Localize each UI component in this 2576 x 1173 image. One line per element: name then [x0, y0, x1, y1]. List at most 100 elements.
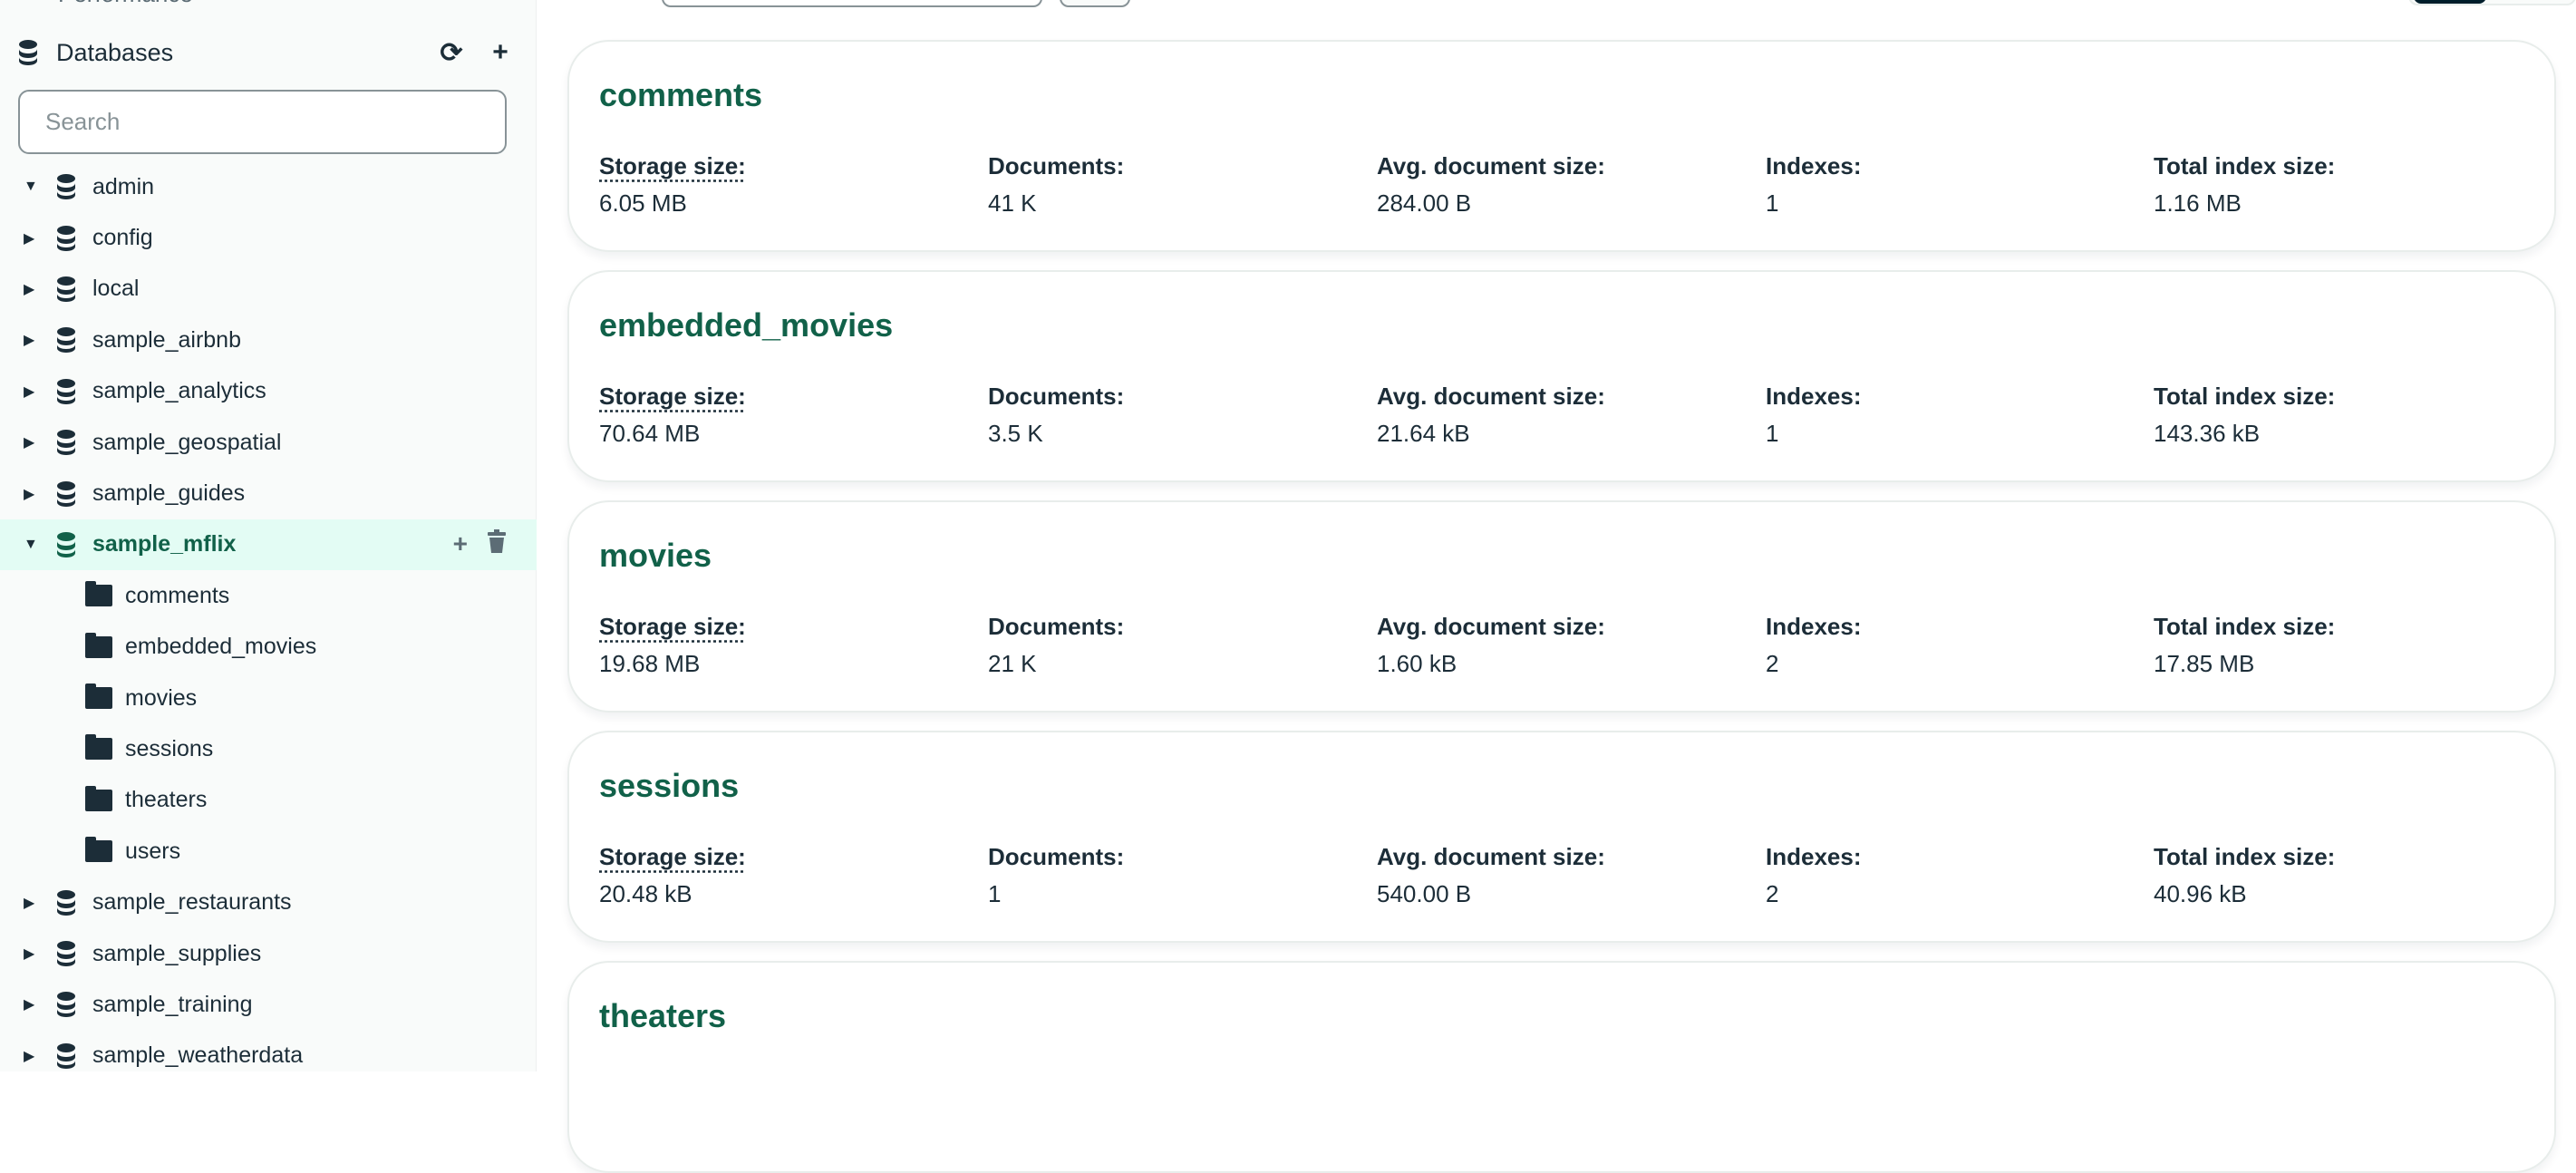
database-name: sample_training: [92, 992, 253, 1018]
sidebar-database-item[interactable]: ▶ config: [0, 212, 537, 263]
sidebar-database-item[interactable]: ▶ sample_weatherdata: [0, 1031, 537, 1081]
filter-input[interactable]: [662, 0, 1042, 7]
stat-storage: Storage size: 6.05 MB: [599, 152, 746, 218]
caret-right-icon[interactable]: ▶: [24, 331, 42, 349]
stat-value: 2: [1766, 880, 1778, 907]
stat-value: 1: [1766, 420, 1778, 447]
view-toggle-active[interactable]: [2414, 0, 2486, 4]
stat-label: Documents:: [988, 383, 1124, 411]
stat-label: Indexes:: [1766, 613, 1862, 641]
sidebar-database-item[interactable]: ▼ admin: [0, 161, 537, 212]
collection-card[interactable]: embedded_movies Storage size: 70.64 MB D…: [567, 270, 2556, 482]
collection-title[interactable]: movies: [599, 537, 712, 575]
stat-value: 21 K: [988, 650, 1037, 677]
main-content: comments Storage size: 6.05 MB Documents…: [537, 0, 2576, 1071]
collection-card[interactable]: comments Storage size: 6.05 MB Documents…: [567, 40, 2556, 252]
stat-value: 1.60 kB: [1377, 650, 1457, 677]
sidebar-database-item[interactable]: ▶ local: [0, 264, 537, 315]
database-icon: [54, 890, 78, 916]
caret-right-icon[interactable]: ▶: [24, 995, 42, 1013]
collection-card[interactable]: theaters: [567, 961, 2556, 1173]
folder-icon: [85, 790, 112, 811]
sidebar-collection-item[interactable]: embedded_movies: [0, 622, 537, 673]
stat-label: Avg. document size:: [1377, 843, 1605, 871]
folder-icon: [85, 585, 112, 606]
collection-title[interactable]: comments: [599, 76, 762, 114]
databases-header: Databases ⟳ +: [18, 34, 518, 71]
caret-right-icon[interactable]: ▶: [24, 383, 42, 401]
stat-total-index: Total index size: 40.96 kB: [2154, 843, 2335, 908]
toolbar-button[interactable]: [1060, 0, 1130, 7]
database-name: admin: [92, 174, 154, 200]
database-icon: [54, 379, 78, 404]
sidebar-database-item[interactable]: ▶ sample_supplies: [0, 928, 537, 979]
stat-label: Avg. document size:: [1377, 383, 1605, 411]
sidebar-collection-item[interactable]: movies: [0, 673, 537, 723]
caret-down-icon[interactable]: ▼: [24, 537, 42, 553]
sidebar-database-item[interactable]: ▶ sample_geospatial: [0, 417, 537, 468]
collection-card[interactable]: movies Storage size: 19.68 MB Documents:…: [567, 500, 2556, 713]
caret-right-icon[interactable]: ▶: [24, 894, 42, 912]
folder-icon: [85, 636, 112, 658]
collection-card[interactable]: sessions Storage size: 20.48 kB Document…: [567, 731, 2556, 943]
sidebar-collection-item[interactable]: users: [0, 826, 537, 877]
refresh-icon[interactable]: ⟳: [433, 34, 470, 71]
stat-value: 540.00 B: [1377, 880, 1471, 907]
stat-label: Documents:: [988, 843, 1124, 871]
collection-name: comments: [125, 583, 229, 609]
add-database-button[interactable]: +: [482, 34, 518, 71]
stat-avg: Avg. document size: 1.60 kB: [1377, 613, 1605, 678]
stat-value: 1.16 MB: [2154, 189, 2242, 217]
database-name: sample_mflix: [92, 531, 236, 557]
sidebar-database-item[interactable]: ▶ sample_guides: [0, 468, 537, 519]
sidebar-database-item[interactable]: ▼ sample_mflix +: [0, 519, 537, 570]
collection-title[interactable]: sessions: [599, 767, 739, 805]
stat-label: Indexes:: [1766, 152, 1862, 180]
sidebar-collection-item[interactable]: theaters: [0, 775, 537, 826]
stat-indexes: Indexes: 2: [1766, 843, 1862, 908]
sidebar-database-item[interactable]: ▶ sample_restaurants: [0, 877, 537, 927]
sidebar-database-item[interactable]: ▶ sample_training: [0, 979, 537, 1030]
collection-name: movies: [125, 685, 197, 712]
stat-value: 20.48 kB: [599, 880, 692, 907]
database-icon: [54, 430, 78, 455]
database-name: sample_supplies: [92, 941, 261, 967]
caret-right-icon[interactable]: ▶: [24, 229, 42, 247]
stat-value: 284.00 B: [1377, 189, 1471, 217]
database-icon: [54, 532, 78, 557]
databases-label: Databases: [56, 39, 421, 67]
sidebar-item-performance[interactable]: Performance: [58, 0, 193, 8]
caret-right-icon[interactable]: ▶: [24, 280, 42, 298]
caret-right-icon[interactable]: ▶: [24, 1047, 42, 1065]
caret-right-icon[interactable]: ▶: [24, 945, 42, 963]
database-icon: [54, 992, 78, 1017]
add-collection-button[interactable]: +: [453, 529, 468, 559]
sidebar-database-item[interactable]: ▶ sample_airbnb: [0, 315, 537, 365]
collection-name: users: [125, 839, 180, 865]
collection-title[interactable]: theaters: [599, 997, 726, 1035]
sidebar-database-item[interactable]: ▶ sample_analytics: [0, 366, 537, 417]
sidebar: Performance Databases ⟳ + ▼ admin ▶ conf…: [0, 0, 537, 1071]
view-toggle[interactable]: [2408, 0, 2576, 5]
stat-value: 40.96 kB: [2154, 880, 2247, 907]
stat-indexes: Indexes: 2: [1766, 613, 1862, 678]
caret-right-icon[interactable]: ▶: [24, 433, 42, 451]
sidebar-collection-item[interactable]: comments: [0, 570, 537, 621]
stat-total-index: Total index size: 17.85 MB: [2154, 613, 2335, 678]
stat-total-index: Total index size: 143.36 kB: [2154, 383, 2335, 448]
stat-value: 6.05 MB: [599, 189, 687, 217]
trash-icon[interactable]: [488, 529, 506, 559]
database-tree: ▼ admin ▶ config ▶ local ▶ sample_airbnb…: [0, 161, 537, 1081]
folder-icon: [85, 840, 112, 862]
stat-storage: Storage size: 19.68 MB: [599, 613, 746, 678]
search-input[interactable]: [18, 90, 507, 154]
sidebar-collection-item[interactable]: sessions: [0, 723, 537, 774]
database-name: sample_analytics: [92, 378, 266, 404]
caret-down-icon[interactable]: ▼: [24, 179, 42, 195]
stat-label: Storage size:: [599, 613, 746, 641]
folder-icon: [85, 738, 112, 760]
caret-right-icon[interactable]: ▶: [24, 485, 42, 503]
collection-title[interactable]: embedded_movies: [599, 306, 893, 344]
stat-avg: Avg. document size: 540.00 B: [1377, 843, 1605, 908]
folder-icon: [85, 687, 112, 709]
